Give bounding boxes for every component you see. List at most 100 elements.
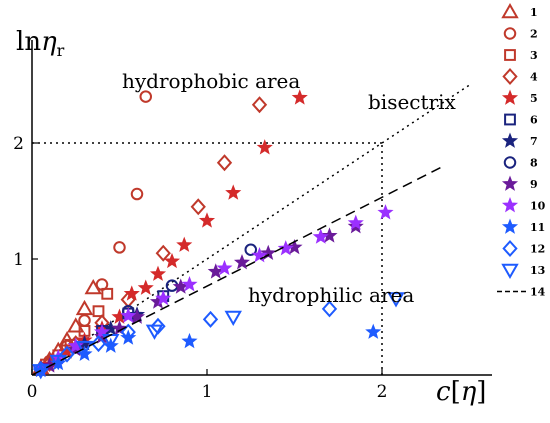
series-5-point [176, 236, 193, 252]
legend-item-6: 6 [504, 114, 538, 127]
series-4-point [216, 154, 233, 172]
series-3-point [92, 305, 105, 318]
series-4-point [190, 198, 206, 216]
series-5-point [291, 89, 308, 105]
x-axis-label-rbracket: ] [476, 377, 486, 407]
legend-swatch [501, 2, 519, 19]
series-2-point [113, 241, 126, 254]
series-3-point [101, 287, 114, 300]
legend-label: 10 [530, 200, 546, 213]
x-axis-label-eta: η [461, 377, 477, 407]
series-12-point [59, 345, 75, 363]
annotation-hydrophobic: hydrophobic area [122, 69, 300, 93]
legend-item-5: 5 [501, 89, 538, 105]
legend-label: 2 [530, 28, 538, 41]
series-12-point [321, 300, 338, 318]
series-1-point [75, 299, 94, 316]
series-4-point [155, 244, 171, 262]
series-10-point [377, 204, 394, 220]
series-9-point [233, 254, 251, 270]
series-11-point [181, 332, 198, 349]
series-12-point [202, 310, 219, 328]
series-2-point [139, 90, 152, 103]
legend-item-4: 4 [502, 68, 538, 85]
series-12-point [120, 323, 136, 341]
series-10-point [181, 276, 198, 292]
series-10-point [251, 247, 268, 263]
series-5-point [225, 184, 242, 200]
series-13-point [32, 364, 50, 380]
legend-item-3: 3 [504, 49, 538, 62]
legend-label: 5 [530, 92, 538, 105]
y-axis-label: lnηr [16, 27, 65, 60]
x-axis-label: c[η] [436, 377, 486, 407]
x-axis-label-lbracket: [ [451, 377, 461, 407]
legend-swatch [501, 197, 519, 213]
legend-label: 13 [530, 264, 545, 277]
legend-label: 12 [530, 243, 545, 256]
legend-item-9: 9 [501, 175, 538, 191]
y-tick-label: 1 [13, 250, 24, 270]
legend-swatch [501, 89, 519, 105]
series-5-point [137, 279, 154, 295]
annotation-hydrophilic: hydrophilic area [248, 283, 414, 307]
legend-item-13: 13 [501, 263, 545, 280]
series-14 [31, 165, 444, 376]
legend-item-1: 1 [501, 2, 538, 19]
x-tick-label: 0 [27, 382, 38, 402]
series-10-point [312, 228, 329, 244]
series-14-line [31, 165, 444, 376]
series-9-point [260, 244, 277, 261]
series-12-point [90, 335, 107, 353]
legend-swatch [501, 218, 519, 234]
x-tick-label: 2 [377, 382, 388, 402]
y-axis-label-eta: η [41, 27, 57, 57]
legend-swatch [501, 132, 519, 148]
series-10-point [347, 214, 364, 230]
legend-item-2: 2 [503, 27, 538, 41]
x-tick-label: 1 [202, 382, 213, 402]
series-5-point [149, 265, 167, 281]
series-2-point [130, 187, 144, 201]
series-11-point [120, 329, 137, 345]
legend-item-12: 12 [502, 240, 545, 257]
series-10-point [93, 323, 111, 339]
series-10-point [120, 307, 137, 323]
x-axis-label-c: c [436, 377, 451, 407]
series-5-point [163, 252, 181, 269]
legend-label: 4 [530, 71, 538, 84]
legend-item-10: 10 [501, 197, 546, 213]
series-5-point [198, 212, 216, 228]
series-11-point [365, 323, 382, 339]
legend-label: 1 [530, 6, 538, 19]
series-13-point [224, 310, 242, 327]
legend-label: 6 [530, 114, 538, 127]
series-13-point [387, 292, 405, 308]
legend-swatch [501, 263, 519, 280]
plot-area: 0 1 2 1 2 [13, 40, 492, 402]
y-axis-label-ln: ln [16, 27, 41, 57]
legend-label: 3 [530, 49, 538, 62]
series-9-point [111, 320, 128, 336]
series-13-point [145, 324, 164, 340]
legend-swatch [503, 156, 517, 169]
series-9-point [207, 263, 224, 279]
legend-swatch [502, 240, 518, 257]
series-13-point [75, 340, 94, 357]
legend-label: 14 [530, 286, 546, 299]
series-13-point [49, 354, 67, 371]
legend-label: 11 [530, 221, 545, 234]
series-10-point [216, 259, 233, 276]
legend-swatch [502, 68, 518, 85]
legend-item-11: 11 [501, 218, 545, 234]
legend-label: 7 [530, 135, 538, 148]
series-5-point [123, 285, 140, 301]
series-10-point [155, 289, 172, 306]
y-tick-label: 2 [13, 134, 24, 154]
series-9-point [321, 227, 338, 243]
y-axis-label-sub: r [57, 41, 65, 60]
legend-label: 9 [530, 178, 538, 191]
series-4-point [251, 96, 268, 114]
